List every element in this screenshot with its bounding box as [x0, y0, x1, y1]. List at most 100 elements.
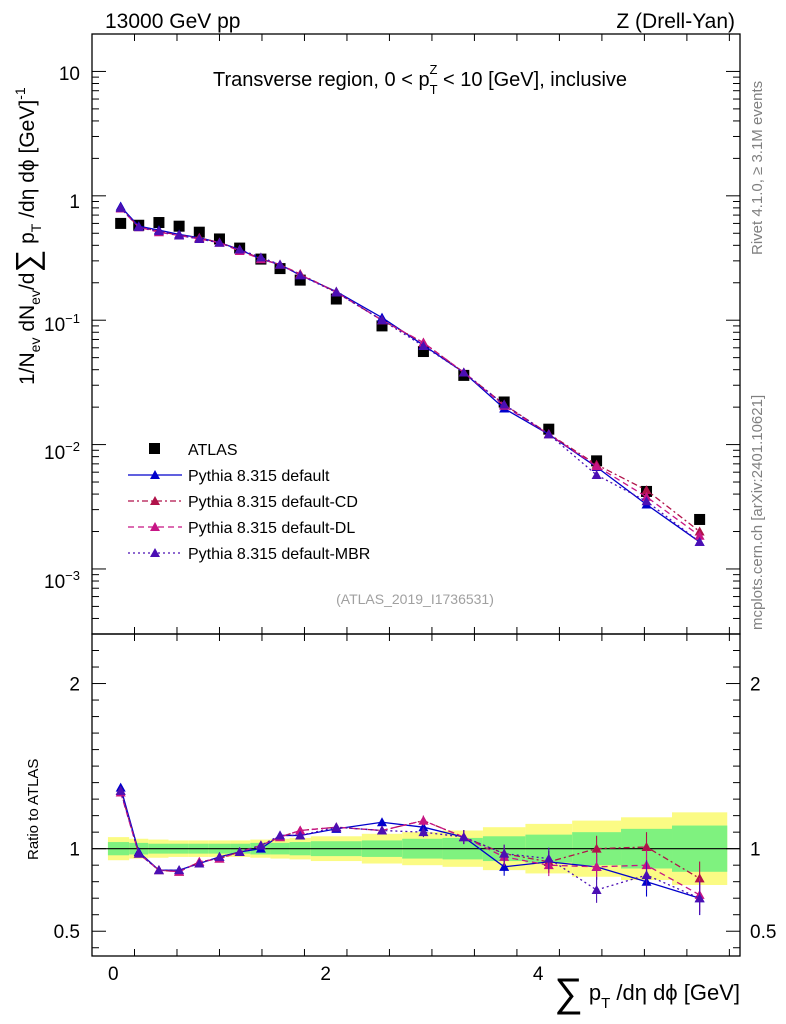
ratio-series-marker [377, 825, 388, 835]
ratio-series-marker [115, 785, 126, 795]
x-axis-label: ∑ pT /dη dϕ [GeV] [554, 971, 740, 1015]
atlas-data-point [294, 274, 306, 286]
mc-series-marker [499, 399, 510, 409]
x-tick-label: 0 [108, 964, 119, 985]
mc-series-marker [214, 237, 225, 247]
mc-series-marker [694, 530, 705, 540]
ratio-series-marker [418, 822, 429, 832]
mc-series-marker [418, 341, 429, 351]
legend: ATLAS Pythia 8.315 default Pythia 8.315 de… [128, 442, 370, 563]
y-tick-label-1: 1 [69, 192, 80, 213]
process-label: Z (Drell-Yan) [616, 10, 735, 33]
y-tick-label-1e-1: 10−1 [44, 311, 80, 336]
mc-series-marker [377, 315, 388, 325]
ratio-series-marker [153, 865, 164, 875]
ratio-series-marker [418, 815, 429, 825]
ratio-y-tick-label-right: 1 [750, 840, 761, 861]
mcplots-source-label: mcplots.cern.ch [arXiv:2401.10621] [749, 395, 766, 630]
mc-series-marker [194, 233, 205, 243]
ratio-series-marker [499, 861, 510, 871]
y-tick-label-1e-3: 10−3 [44, 568, 80, 593]
ratio-y-tick-label: 1 [69, 840, 80, 861]
ratio-plot-frame [91, 633, 741, 957]
mc-series-line [120, 206, 701, 543]
mc-series-marker [234, 244, 245, 254]
mc-series-marker [543, 429, 554, 439]
ratio-series-marker [543, 853, 554, 863]
atlas-data-point [193, 226, 205, 238]
ratio-series-marker [295, 830, 306, 840]
y-tick-label-10: 10 [59, 64, 80, 85]
legend-marker [150, 470, 160, 479]
plot-title: Transverse region, 0 < pTZ < 10 [GeV], i… [213, 62, 627, 97]
ratio-series-marker [591, 861, 602, 871]
x-tick-label: 4 [533, 964, 544, 985]
ratio-y-tick-label: 2 [69, 675, 80, 696]
ratio-series-marker [591, 884, 602, 894]
ratio-series-marker [331, 822, 342, 832]
mc-series-marker [641, 496, 652, 506]
ratio-series-marker [174, 865, 185, 875]
ratio-y-tick-labels: 0.5 0.5 1 1 2 2 [54, 675, 777, 944]
legend-marker [150, 522, 160, 531]
ratio-series-marker [418, 827, 429, 837]
legend-marker [150, 548, 160, 557]
mc-series-marker [458, 367, 469, 377]
legend-label: Pythia 8.315 default-MBR [188, 546, 370, 563]
rivet-version-label: Rivet 4.1.0, ≥ 3.1M events [749, 81, 766, 255]
mc-series-marker [115, 202, 126, 212]
mc-series-marker [174, 230, 185, 240]
ratio-series-marker [275, 830, 286, 840]
ratio-series-marker [214, 851, 225, 861]
legend-marker [150, 496, 160, 505]
mc-series-marker [591, 461, 602, 471]
y-tick-label-1e-2: 10−2 [44, 439, 80, 464]
mc-series-marker [295, 270, 306, 280]
mc-series-marker [641, 485, 652, 495]
ratio-series-marker [377, 817, 388, 827]
mc-series-marker [275, 259, 286, 269]
ratio-series-marker [194, 858, 205, 868]
atlas-data-point [153, 217, 165, 229]
x-tick-labels: 0 2 4 [108, 964, 544, 985]
main-y-axis-label: 1/Nev dNev/d∑ pT /dη dϕ [GeV]-1 [9, 87, 45, 385]
ratio-series-marker [255, 840, 266, 850]
legend-marker [149, 443, 160, 454]
ratio-series-marker [458, 832, 469, 842]
atlas-data-point [330, 293, 342, 305]
ratio-series-marker [641, 842, 652, 852]
ratio-series-marker [694, 873, 705, 883]
atlas-data-point [694, 513, 706, 525]
mc-series-marker [133, 222, 144, 232]
ratio-series-marker [591, 843, 602, 853]
legend-label: Pythia 8.315 default-CD [188, 494, 358, 511]
legend-label: ATLAS [188, 442, 238, 459]
ratio-series-marker [499, 848, 510, 858]
collision-label: 13000 GeV pp [105, 10, 240, 33]
mc-series-line [120, 208, 701, 537]
ratio-y-tick-label-right: 2 [750, 675, 761, 696]
main-series-group [115, 201, 706, 546]
ratio-series-marker [133, 848, 144, 858]
atlas-data-point [417, 346, 429, 358]
legend-label: Pythia 8.315 default-DL [188, 520, 355, 537]
ratio-y-axis-label: Ratio to ATLAS [25, 759, 42, 860]
analysis-tag: (ATLAS_2019_I1736531) [336, 591, 494, 607]
ratio-series-marker [234, 846, 245, 856]
mc-series-marker [153, 226, 164, 236]
mc-series-marker [255, 252, 266, 262]
ratio-series-group [115, 782, 705, 916]
mc-series-marker [591, 469, 602, 479]
mc-series-marker [331, 287, 342, 297]
atlas-data-point [115, 217, 127, 229]
mc-series-marker [694, 536, 705, 546]
ratio-series-marker [694, 893, 705, 903]
atlas-data-point [274, 263, 286, 275]
axis-ticks [91, 33, 740, 956]
ratio-y-tick-label: 0.5 [54, 922, 80, 943]
ratio-y-tick-label-right: 0.5 [750, 922, 776, 943]
atlas-data-point [376, 320, 388, 332]
atlas-data-point [173, 220, 185, 232]
ratio-series-marker [641, 870, 652, 880]
